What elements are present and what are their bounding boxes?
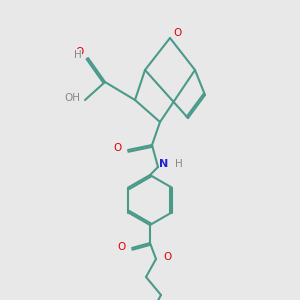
Text: N: N [159, 159, 169, 169]
Text: H: H [175, 159, 183, 169]
Text: O: O [75, 47, 83, 57]
Text: O: O [163, 252, 171, 262]
Text: O: O [118, 242, 126, 252]
Text: O: O [114, 143, 122, 153]
Text: H: H [74, 50, 82, 60]
Text: OH: OH [64, 93, 80, 103]
Text: O: O [173, 28, 181, 38]
